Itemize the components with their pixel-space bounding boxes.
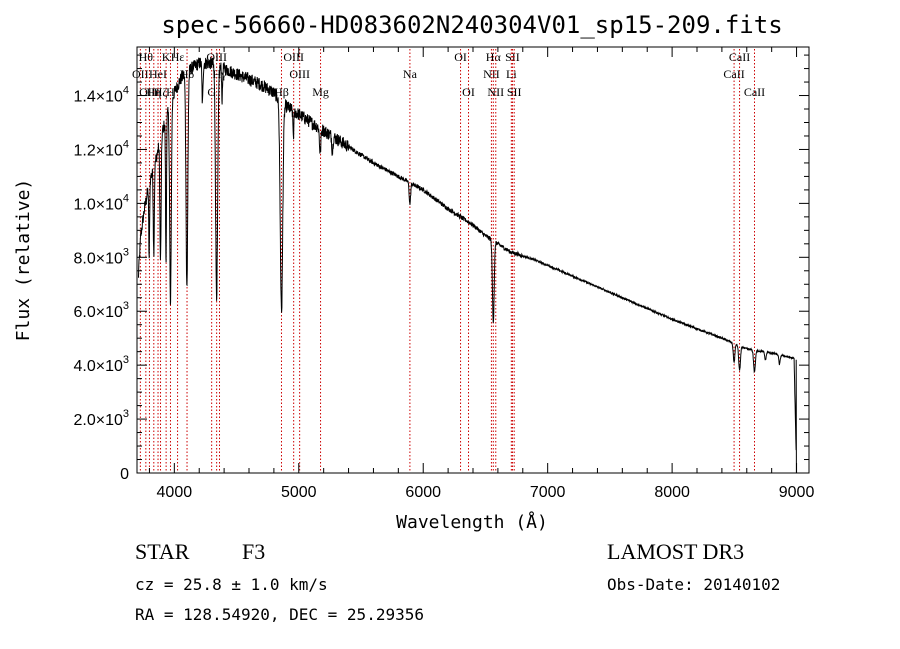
x-tick-label: 8000 — [654, 484, 690, 501]
y-tick-label: 8.0×103 — [73, 246, 129, 267]
line-marker-label: Hα — [486, 50, 502, 64]
line-marker-label: SII — [507, 85, 522, 99]
line-marker-label: Mg — [312, 85, 329, 99]
redshift-value: cz = 25.8 ± 1.0 km/s — [135, 575, 328, 594]
y-tick-label: 6.0×103 — [73, 300, 129, 321]
y-axis: 0 2.0×103 4.0×103 6.0×103 8.0×103 1.0×104 1.2×… — [73, 54, 809, 483]
y-tick-label: 0 — [120, 466, 129, 483]
x-tick-label: 5000 — [281, 484, 317, 501]
chart-title: spec-56660-HD083602N240304V01_sp15-209.f… — [161, 11, 782, 39]
line-marker-label: SII — [505, 50, 520, 64]
x-axis-label: Wavelength (Å) — [396, 511, 548, 533]
line-marker-label: Hζ — [154, 85, 168, 99]
line-marker-label: Na — [403, 67, 418, 81]
y-tick-label: 1.0×104 — [73, 192, 129, 213]
line-marker-label: HeI — [149, 67, 167, 81]
x-axis: 4000 5000 6000 7000 8000 9000 — [148, 47, 815, 501]
object-subclass: F3 — [242, 539, 265, 564]
x-tick-label: 4000 — [157, 484, 193, 501]
line-marker-label: OII — [132, 67, 149, 81]
line-marker-label: OIII — [283, 50, 304, 64]
y-axis-label: Flux (relative) — [13, 179, 34, 342]
line-marker-label: G — [207, 85, 216, 99]
object-class: STAR — [135, 539, 190, 564]
line-marker-label: H — [166, 85, 175, 99]
line-marker-label: OIII — [289, 67, 310, 81]
line-marker-label: Hθ — [139, 50, 154, 64]
coordinates: RA = 128.54920, DEC = 25.29356 — [135, 605, 424, 624]
y-tick-label: 2.0×103 — [73, 408, 129, 429]
line-marker-label: NII — [487, 85, 504, 99]
line-markers: OIIHθOIIIHηHeIHζKHHεHδGOIIIHγHβOIIIOIIIM… — [132, 49, 765, 473]
spectrum-line — [137, 56, 797, 474]
line-marker-label: Hβ — [274, 85, 289, 99]
plot-frame — [136, 46, 810, 474]
line-marker-label: CaII — [729, 50, 750, 64]
line-marker-label: K — [162, 50, 171, 64]
survey-name: LAMOST DR3 — [607, 539, 744, 564]
y-tick-label: 4.0×103 — [73, 354, 129, 375]
line-marker-label: CaII — [744, 85, 765, 99]
line-marker-label: CaII — [723, 67, 744, 81]
y-tick-label: 1.2×104 — [73, 138, 129, 159]
line-marker-label: Li — [506, 67, 517, 81]
y-tick-label: 1.4×104 — [73, 85, 129, 106]
x-tick-label: 6000 — [405, 484, 441, 501]
x-tick-label: 7000 — [530, 484, 566, 501]
x-tick-label: 9000 — [779, 484, 815, 501]
line-marker-label: OI — [462, 85, 475, 99]
line-marker-label: OI — [454, 50, 467, 64]
line-marker-label: NII — [483, 67, 500, 81]
observation-date: Obs-Date: 20140102 — [607, 575, 780, 594]
line-marker-label: Hε — [171, 50, 185, 64]
